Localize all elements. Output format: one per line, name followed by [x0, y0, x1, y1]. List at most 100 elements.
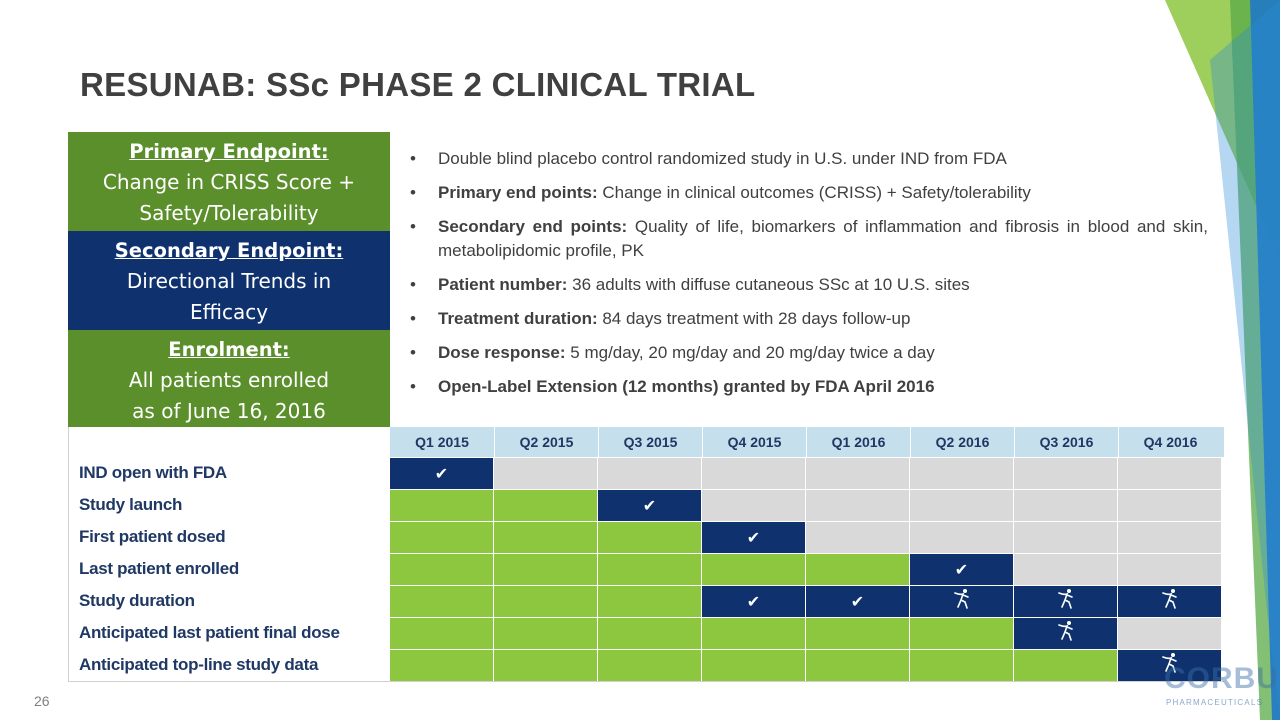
elapsed-cell [390, 650, 494, 681]
list-item: • Open-Label Extension (12 months) grante… [408, 375, 1208, 399]
milestone-cell: ✔ [702, 522, 806, 553]
trial-details-list: • Double blind placebo control randomized… [408, 147, 1208, 409]
bullet-icon: • [410, 149, 416, 168]
quarter-header: Q3 2015 [598, 427, 702, 457]
runner-icon [1160, 652, 1180, 679]
elapsed-cell [390, 522, 494, 553]
bullet-icon: • [410, 183, 416, 202]
primary-endpoint-box: Primary Endpoint: Change in CRISS Score … [68, 132, 390, 231]
elapsed-cell [598, 650, 702, 681]
table-row: Anticipated top-line study data [68, 649, 1224, 681]
bullet-icon: • [410, 217, 416, 236]
milestone-cell: ✔ [390, 458, 494, 489]
elapsed-cell [598, 586, 702, 617]
timeline-cells: ✔ [390, 521, 1222, 553]
runner-icon [952, 588, 972, 615]
future-cell [702, 458, 806, 489]
quarter-header: Q2 2016 [910, 427, 1014, 457]
timeline-cells: ✔ [390, 457, 1222, 489]
quarter-header-row: Q1 2015 Q2 2015 Q3 2015 Q4 2015 Q1 2016 Q2 20… [390, 427, 1224, 457]
quarter-header: Q4 2016 [1118, 427, 1222, 457]
elapsed-cell [494, 490, 598, 521]
bullet-label: Secondary end points: [438, 217, 628, 236]
milestone-cell: ✔ [598, 490, 702, 521]
company-logo: CORBUS PHARMACEUTICALS [1158, 656, 1280, 716]
milestone-cell [1014, 618, 1118, 649]
row-label: Study launch [79, 495, 183, 514]
future-cell [910, 490, 1014, 521]
table-row: Last patient enrolled ✔ [68, 553, 1224, 585]
check-icon: ✔ [746, 529, 761, 547]
primary-endpoint-line: Change in CRISS Score + [102, 170, 356, 194]
bullet-text: 5 mg/day, 20 mg/day and 20 mg/day twice … [565, 343, 935, 362]
milestone-cell: ✔ [702, 586, 806, 617]
future-cell [910, 458, 1014, 489]
secondary-endpoint-heading: Secondary Endpoint: [114, 239, 344, 262]
milestone-cell [910, 586, 1014, 617]
future-cell [494, 458, 598, 489]
secondary-endpoint-box: Secondary Endpoint: Directional Trends i… [68, 231, 390, 330]
row-label: Last patient enrolled [79, 559, 239, 578]
list-item: • Treatment duration: 84 days treatment w… [408, 307, 1208, 331]
elapsed-cell [910, 618, 1014, 649]
row-label: Study duration [79, 591, 195, 610]
elapsed-cell [494, 650, 598, 681]
bullet-label: Dose response: [438, 343, 566, 362]
runner-icon [1160, 588, 1180, 615]
elapsed-cell [702, 554, 806, 585]
elapsed-cell [494, 586, 598, 617]
quarter-header: Q3 2016 [1014, 427, 1118, 457]
list-item: • Primary end points: Change in clinical … [408, 181, 1208, 205]
bullet-text: Change in clinical outcomes (CRISS) + Sa… [597, 183, 1031, 202]
future-cell [1118, 618, 1222, 649]
elapsed-cell [702, 650, 806, 681]
runner-icon [1056, 588, 1076, 615]
check-icon: ✔ [642, 497, 657, 515]
list-item: • Patient number: 36 adults with diffuse … [408, 273, 1208, 297]
enrolment-line: as of June 16, 2016 [132, 399, 326, 423]
future-cell [1118, 522, 1222, 553]
elapsed-cell [598, 618, 702, 649]
future-cell [1014, 522, 1118, 553]
milestone-cell [1014, 586, 1118, 617]
enrolment-box: Enrolment: All patients enrolled as of J… [68, 330, 390, 427]
elapsed-cell [598, 554, 702, 585]
row-label: IND open with FDA [79, 463, 227, 482]
future-cell [806, 490, 910, 521]
quarter-header: Q4 2015 [702, 427, 806, 457]
milestone-cell [1118, 586, 1222, 617]
primary-endpoint-heading: Primary Endpoint: [129, 140, 329, 163]
timeline-cells [390, 649, 1222, 681]
elapsed-cell [390, 490, 494, 521]
check-icon: ✔ [850, 593, 865, 611]
elapsed-cell [910, 650, 1014, 681]
timeline-table: Q1 2015 Q2 2015 Q3 2015 Q4 2015 Q1 2016 Q2 20… [68, 427, 1224, 682]
quarter-header: Q1 2016 [806, 427, 910, 457]
future-cell [1118, 490, 1222, 521]
bullet-text: 36 adults with diffuse cutaneous SSc at … [567, 275, 970, 294]
slide-title: RESUNAB: SSc PHASE 2 CLINICAL TRIAL [80, 66, 756, 103]
milestone-cell: ✔ [910, 554, 1014, 585]
bullet-label: Open-Label Extension (12 months) granted… [438, 377, 935, 396]
bullet-label: Treatment duration: [438, 309, 598, 328]
bullet-text: Quality of life, biomarkers of inflammat… [438, 217, 1208, 260]
future-cell [702, 490, 806, 521]
quarter-header: Q2 2015 [494, 427, 598, 457]
row-label: Anticipated top-line study data [79, 655, 319, 674]
runner-icon [1056, 620, 1076, 647]
future-cell [806, 458, 910, 489]
future-cell [1014, 554, 1118, 585]
bullet-icon: • [410, 309, 416, 328]
logo-wordmark: CORBUS [1164, 662, 1280, 695]
bullet-label: Primary end points: [438, 183, 598, 202]
table-row: IND open with FDA ✔ [68, 457, 1224, 489]
elapsed-cell [806, 650, 910, 681]
quarter-header: Q1 2015 [415, 434, 469, 450]
future-cell [1118, 554, 1222, 585]
logo-subtitle: PHARMACEUTICALS [1166, 698, 1264, 707]
decorative-shapes [1110, 0, 1280, 720]
list-item: • Secondary end points: Quality of life, … [408, 215, 1208, 263]
bullet-icon: • [410, 275, 416, 294]
table-row: First patient dosed ✔ [68, 521, 1224, 553]
check-icon: ✔ [954, 561, 969, 579]
